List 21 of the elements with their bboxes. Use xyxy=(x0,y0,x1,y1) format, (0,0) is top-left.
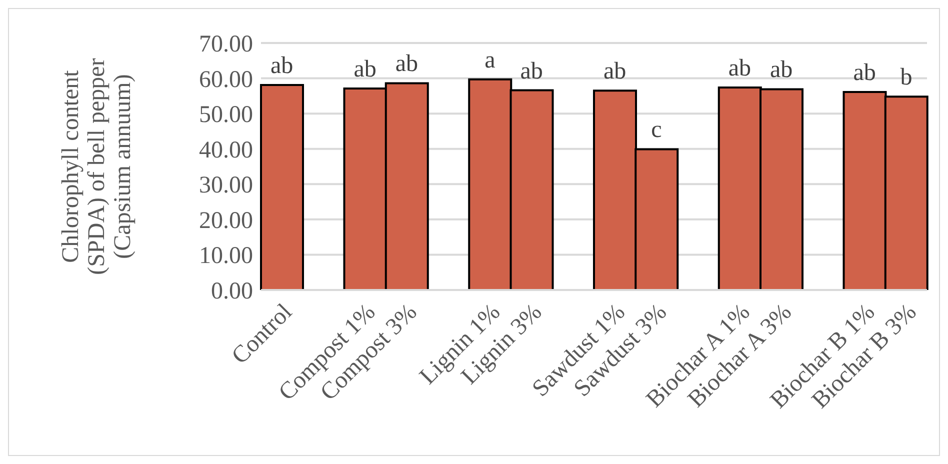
annotation: ab xyxy=(354,56,376,83)
bar xyxy=(260,84,304,290)
annotation: b xyxy=(900,64,912,91)
y-tick-label: 40.00 xyxy=(199,137,253,164)
y-tick-label: 70.00 xyxy=(199,32,253,58)
annotation: ab xyxy=(270,52,294,79)
y-tick-label: 20.00 xyxy=(199,208,253,234)
annotation: ab xyxy=(520,58,543,84)
y-tick-label: 10.00 xyxy=(199,243,253,270)
annotation: ab xyxy=(603,58,626,85)
y-tick-label: 0.00 xyxy=(211,278,253,305)
annotation: ab xyxy=(728,55,752,82)
annotation: ab xyxy=(853,60,876,86)
annotation: a xyxy=(484,47,496,74)
y-tick-label: 60.00 xyxy=(199,66,253,93)
annotation: ab xyxy=(770,57,793,84)
y-tick-label: 50.00 xyxy=(199,102,253,128)
annotation: ab xyxy=(395,51,418,78)
y-axis-title: Chlorophyll content (SPDA) of bell pepper (Capsium annuum) xyxy=(58,58,136,275)
y-tick-label: 30.00 xyxy=(199,172,253,199)
annotation: c xyxy=(651,117,662,144)
